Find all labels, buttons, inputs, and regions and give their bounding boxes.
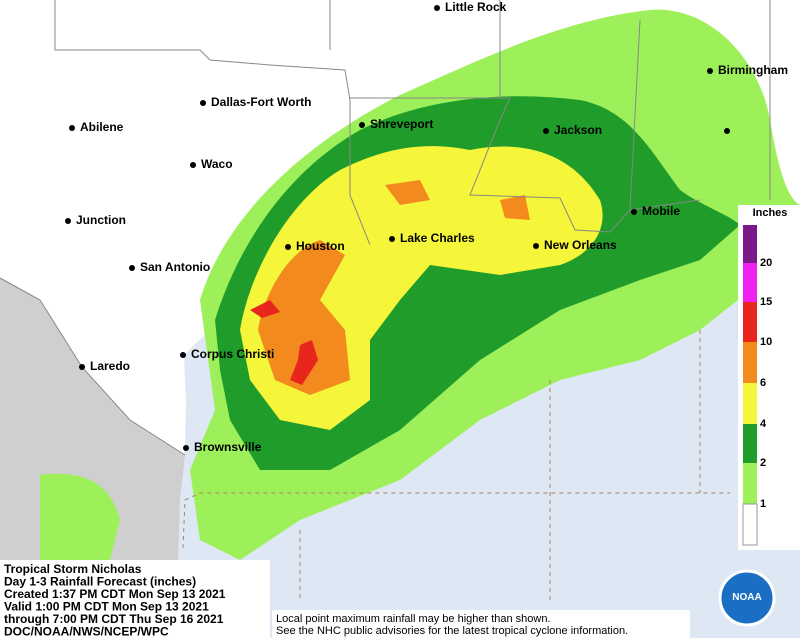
city-label: Abilene xyxy=(80,120,124,134)
logo-text: NOAA xyxy=(732,592,761,603)
city-dot xyxy=(707,68,713,74)
legend-title: Inches xyxy=(753,207,788,219)
city-label: San Antonio xyxy=(140,260,210,274)
city-label: Jackson xyxy=(554,123,602,137)
city-dot xyxy=(724,128,730,134)
city-label: Laredo xyxy=(90,359,130,373)
city-label: Birmingham xyxy=(718,63,788,77)
footnote-line: Local point maximum rainfall may be high… xyxy=(276,613,551,625)
city-label: Shreveport xyxy=(370,117,433,131)
city-dot xyxy=(389,236,395,242)
legend-swatch xyxy=(743,463,757,504)
rain-10 xyxy=(250,300,318,385)
legend-swatch xyxy=(743,342,757,383)
city-label: Lake Charles xyxy=(400,231,475,245)
city-label: Brownsville xyxy=(194,440,262,454)
city-dot xyxy=(533,243,539,249)
city-dot xyxy=(180,352,186,358)
city-dot xyxy=(69,125,75,131)
city-dot xyxy=(200,100,206,106)
city-label: Corpus Christi xyxy=(191,347,274,361)
city-dot xyxy=(434,5,440,11)
footnote-box xyxy=(272,610,690,638)
info-line: through 7:00 PM CDT Thu Sep 16 2021 xyxy=(4,612,224,626)
legend-tick: 20 xyxy=(760,257,772,269)
info-line: Created 1:37 PM CDT Mon Sep 13 2021 xyxy=(4,587,226,601)
city-label: New Orleans xyxy=(544,238,617,252)
city-label: Mobile xyxy=(642,204,680,218)
city-label: Little Rock xyxy=(445,0,507,14)
legend-tick: 6 xyxy=(760,377,766,389)
city-dot xyxy=(285,244,291,250)
borders xyxy=(0,0,771,456)
city-dot xyxy=(359,122,365,128)
city-dot xyxy=(65,218,71,224)
city-dot xyxy=(543,128,549,134)
legend-tick: 10 xyxy=(760,336,772,348)
rain-6 xyxy=(258,240,350,395)
city-labels: Little Rock Birmingham Dallas-Fort Worth Ab… xyxy=(65,0,788,454)
info-line: DOC/NOAA/NWS/NCEP/WPC xyxy=(4,625,169,638)
footnote-line: See the NHC public advisories for the la… xyxy=(276,625,628,637)
city-label: Houston xyxy=(296,239,345,253)
footnote: Local point maximum rainfall may be high… xyxy=(276,613,628,637)
legend-tick: 2 xyxy=(760,457,766,469)
logo xyxy=(718,569,776,627)
legend-swatch xyxy=(743,263,757,302)
legend-ticks: 20 15 10 6 4 2 1 xyxy=(760,257,772,510)
legend-tick: 1 xyxy=(760,498,766,510)
city-dot xyxy=(129,265,135,271)
legend-swatch xyxy=(742,503,758,546)
info-line: Tropical Storm Nicholas xyxy=(4,562,142,576)
info-line: Valid 1:00 PM CDT Mon Sep 13 2021 xyxy=(4,600,209,614)
legend-bar xyxy=(742,225,758,546)
legend-swatch xyxy=(743,225,757,263)
city-dot xyxy=(631,209,637,215)
zones xyxy=(182,330,730,600)
legend-swatch xyxy=(743,424,757,463)
city-dot xyxy=(183,445,189,451)
city-dot xyxy=(190,162,196,168)
rain-6 xyxy=(385,180,530,220)
legend-swatch xyxy=(743,383,757,424)
info-line: Day 1-3 Rainfall Forecast (inches) xyxy=(4,575,196,589)
legend-swatch xyxy=(743,302,757,342)
city-dot xyxy=(79,364,85,370)
city-label: Junction xyxy=(76,213,126,227)
city-label: Dallas-Fort Worth xyxy=(211,95,311,109)
legend-tick: 15 xyxy=(760,296,772,308)
city-label: Waco xyxy=(201,157,233,171)
legend-tick: 4 xyxy=(760,418,767,430)
rain-1 xyxy=(40,473,120,560)
info-box xyxy=(0,560,270,638)
